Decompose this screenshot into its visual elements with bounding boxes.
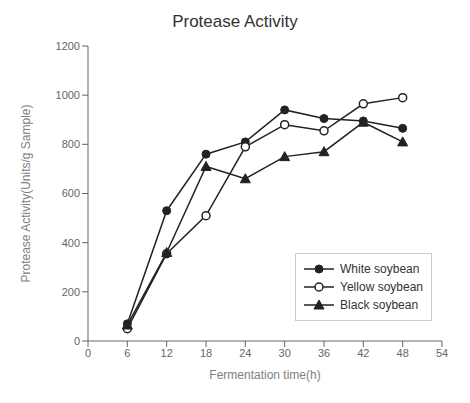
svg-text:54: 54 — [436, 347, 448, 359]
html-text:Black soybean: Black soybean — [340, 298, 419, 312]
svg-text:Protease Activity(Units/g Samp: Protease Activity(Units/g Sample) — [19, 104, 33, 282]
html-text:White soybean: White soybean — [340, 262, 420, 276]
svg-text:48: 48 — [397, 347, 409, 359]
svg-text:30: 30 — [279, 347, 291, 359]
svg-text:800: 800 — [62, 138, 80, 150]
svg-text:1200: 1200 — [56, 40, 80, 52]
svg-text:400: 400 — [62, 237, 80, 249]
html-text:Protease Activity: Protease Activity — [172, 12, 298, 31]
svg-text:0: 0 — [85, 347, 91, 359]
svg-text:600: 600 — [62, 187, 80, 199]
svg-text:24: 24 — [239, 347, 251, 359]
svg-text:6: 6 — [124, 347, 130, 359]
svg-text:12: 12 — [161, 347, 173, 359]
html-text:Yellow soybean: Yellow soybean — [340, 280, 423, 294]
svg-text:18: 18 — [200, 347, 212, 359]
svg-text:0: 0 — [74, 335, 80, 347]
svg-text:Fermentation time(h): Fermentation time(h) — [209, 368, 320, 382]
svg-text:200: 200 — [62, 286, 80, 298]
svg-text:1000: 1000 — [56, 89, 80, 101]
svg-text:36: 36 — [318, 347, 330, 359]
svg-text:42: 42 — [357, 347, 369, 359]
